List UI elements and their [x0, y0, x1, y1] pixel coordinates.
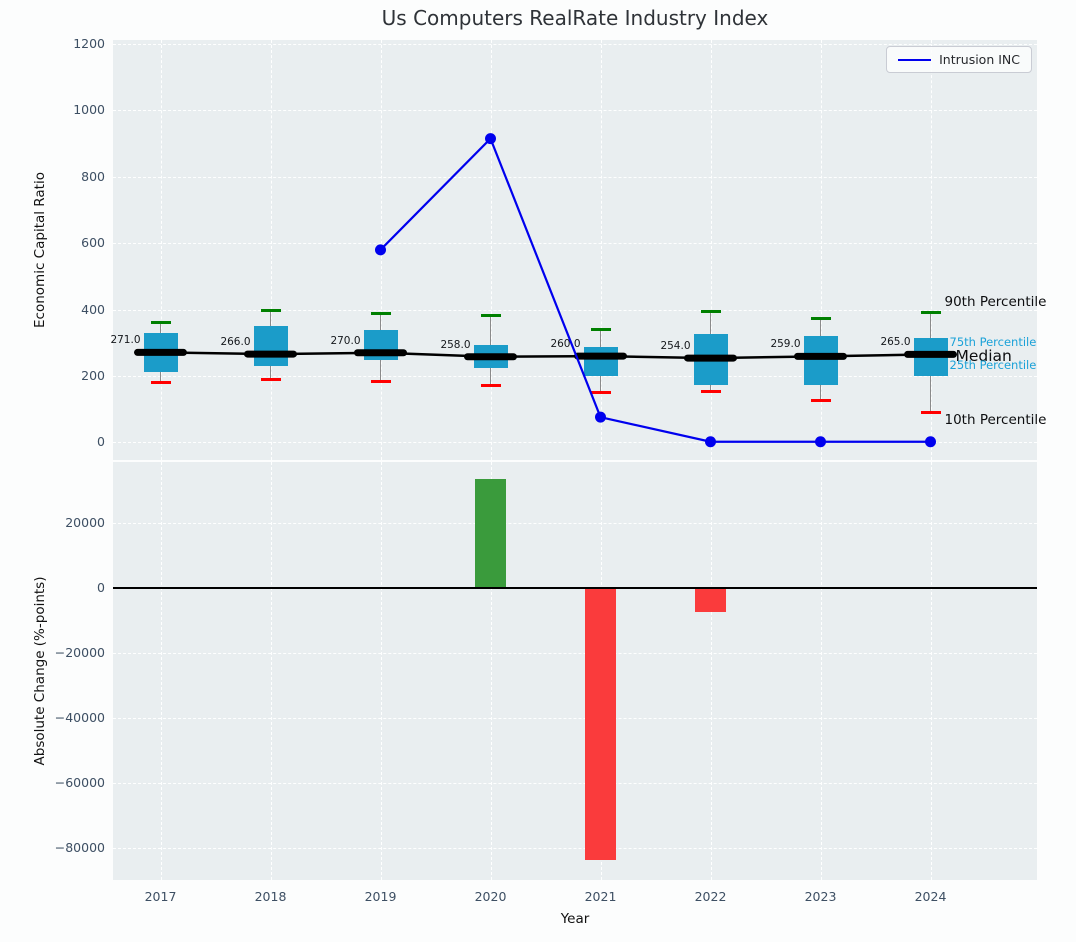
y-tick-label: −20000: [33, 645, 105, 660]
annotation-10th-percentile: 10th Percentile: [945, 412, 1047, 428]
intrusion-inc-line: [381, 139, 931, 442]
gridline: [931, 462, 932, 880]
x-tick-label: 2017: [126, 889, 196, 904]
x-tick-label: 2019: [346, 889, 416, 904]
y-tick-label: 20000: [33, 515, 105, 530]
intrusion-inc-marker: [925, 436, 936, 447]
y-tick-label: 1200: [33, 36, 105, 51]
x-tick-label: 2022: [676, 889, 746, 904]
y-tick-label: −80000: [33, 840, 105, 855]
intrusion-inc-marker: [595, 412, 606, 423]
gridline: [113, 718, 1037, 719]
gridline: [821, 462, 822, 880]
legend-label: Intrusion INC: [939, 52, 1020, 67]
y-tick-label: 200: [33, 368, 105, 383]
intrusion-inc-marker: [375, 244, 386, 255]
change-bar: [585, 588, 616, 860]
y-tick-label: 1000: [33, 102, 105, 117]
intrusion-inc-marker: [705, 436, 716, 447]
change-bar: [695, 588, 726, 612]
chart-title: Us Computers RealRate Industry Index: [113, 6, 1037, 30]
legend: Intrusion INC: [886, 46, 1032, 73]
gridline: [113, 523, 1037, 524]
gridline: [113, 848, 1037, 849]
annotation-25th-percentile: 25th Percentile: [950, 358, 1037, 372]
intrusion-inc-marker: [815, 436, 826, 447]
y-tick-label: −40000: [33, 710, 105, 725]
top-plot-area: 271.0266.0270.0258.0260.0254.0259.0265.0…: [113, 40, 1037, 460]
bottom-plot-area: [113, 462, 1037, 880]
intrusion-inc-marker: [485, 133, 496, 144]
legend-line-sample: [898, 59, 931, 61]
gridline: [161, 462, 162, 880]
figure: Us Computers RealRate Industry Index Eco…: [0, 0, 1076, 942]
gridline: [271, 462, 272, 880]
x-tick-label: 2020: [456, 889, 526, 904]
x-tick-label: 2024: [896, 889, 966, 904]
y-tick-label: 600: [33, 235, 105, 250]
y-tick-label: 800: [33, 169, 105, 184]
x-axis-label: Year: [113, 911, 1037, 927]
gridline: [381, 462, 382, 880]
gridline: [711, 462, 712, 880]
x-tick-label: 2023: [786, 889, 856, 904]
annotation-90th-percentile: 90th Percentile: [945, 294, 1047, 310]
x-tick-label: 2018: [236, 889, 306, 904]
zero-line: [113, 587, 1037, 589]
bottom-y-axis-label: Absolute Change (%-points): [32, 577, 48, 766]
y-tick-label: 400: [33, 302, 105, 317]
y-tick-label: −60000: [33, 775, 105, 790]
change-bar: [475, 479, 506, 588]
y-tick-label: 0: [33, 434, 105, 449]
line-series-layer: [113, 40, 1037, 460]
gridline: [113, 783, 1037, 784]
gridline: [113, 653, 1037, 654]
y-tick-label: 0: [33, 580, 105, 595]
x-tick-label: 2021: [566, 889, 636, 904]
